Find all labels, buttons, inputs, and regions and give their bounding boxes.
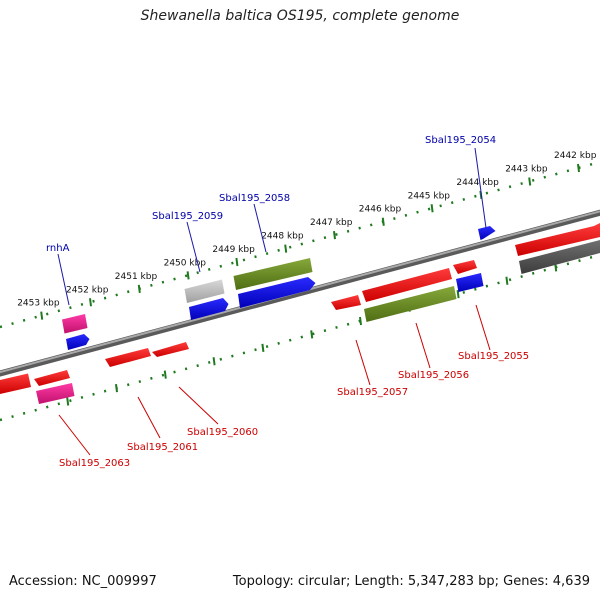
gene-labels: Sbal195_2054 Sbal195_2058 Sbal195_2059 r… xyxy=(46,135,529,469)
gene-leader-lines xyxy=(57,147,491,456)
gene-label: Sbal195_2060 xyxy=(187,427,258,438)
inner-major-tick xyxy=(456,290,460,299)
inner-major-tick xyxy=(261,343,265,352)
outer-major-tick xyxy=(137,284,141,293)
gene-features xyxy=(0,223,600,404)
gene-forward-red[interactable] xyxy=(515,223,600,256)
gene-sbal195-2059-blue[interactable] xyxy=(189,298,229,320)
inner-major-tick xyxy=(310,330,314,339)
inner-major-tick xyxy=(359,316,362,326)
gene-sbal195-2056-red[interactable] xyxy=(362,268,452,302)
gene-sbal195-2058[interactable] xyxy=(238,277,316,308)
gene-left-red[interactable] xyxy=(0,373,31,395)
gene-label: Sbal195_2054 xyxy=(425,135,496,146)
scale-tick-label: 2453 kbp xyxy=(17,299,60,309)
scale-tick-label: 2450 kbp xyxy=(164,258,207,268)
scale-tick-label: 2452 kbp xyxy=(66,285,109,295)
inner-major-tick xyxy=(66,397,70,406)
gene-label: Sbal195_2055 xyxy=(458,351,529,362)
gene-sbal195-2058-olive[interactable] xyxy=(233,258,313,290)
gene-label: Sbal195_2063 xyxy=(59,458,130,469)
gene-sbal195-2060[interactable] xyxy=(152,342,189,357)
outer-major-tick xyxy=(235,257,239,267)
gene-rnhA[interactable] xyxy=(62,314,88,334)
gene-label: Sbal195_2059 xyxy=(152,211,223,222)
outer-major-tick xyxy=(333,231,336,240)
inner-major-tick xyxy=(163,370,167,379)
gene-sbal195-2055[interactable] xyxy=(456,273,484,292)
scale-tick-label: 2446 kbp xyxy=(359,205,402,215)
genome-title: Shewanella baltica OS195, complete genom… xyxy=(140,8,460,24)
gene-sbal195-2063[interactable] xyxy=(36,383,75,404)
gene-rnhA-blue[interactable] xyxy=(66,334,90,350)
inner-major-tick xyxy=(115,383,118,393)
gene-sbal195-2061[interactable] xyxy=(105,348,151,367)
outer-major-tick xyxy=(284,244,288,253)
gene-sbal195-2063-red[interactable] xyxy=(34,370,70,386)
scale-tick-label: 2445 kbp xyxy=(408,191,451,201)
scale-tick-label: 2442 kbp xyxy=(554,151,597,161)
outer-major-tick xyxy=(89,298,92,307)
scale-tick-label: 2451 kbp xyxy=(115,272,158,282)
gene-label: Sbal195_2058 xyxy=(219,193,290,204)
inner-major-tick xyxy=(212,357,216,366)
accession-text: Accession: NC_009997 xyxy=(9,574,157,589)
scale-tick-label: 2447 kbp xyxy=(310,218,353,228)
gene-label: Sbal195_2061 xyxy=(127,442,198,453)
gene-label: rnhA xyxy=(46,243,70,254)
scale-tick-labels: 2442 kbp 2443 kbp 2444 kbp 2445 kbp 2446 kbp… xyxy=(17,151,596,309)
gene-label: Sbal195_2056 xyxy=(398,370,469,381)
outer-major-tick xyxy=(40,311,44,320)
outer-major-tick xyxy=(430,204,434,213)
gene-reverse-darkgray[interactable] xyxy=(519,240,600,274)
gene-label: Sbal195_2057 xyxy=(337,387,408,398)
outer-major-tick xyxy=(479,190,483,200)
outer-major-tick xyxy=(381,217,385,226)
inner-major-tick xyxy=(505,276,509,285)
gene-sbal195-2054[interactable] xyxy=(478,226,496,240)
gene-sbal195-2056[interactable] xyxy=(364,286,457,322)
gene-sbal195-2055-red[interactable] xyxy=(453,260,477,274)
scale-tick-label: 2443 kbp xyxy=(505,164,548,174)
outer-major-tick xyxy=(577,163,580,173)
genome-summary-text: Topology: circular; Length: 5,347,283 bp… xyxy=(232,574,590,589)
outer-major-tick xyxy=(186,271,190,280)
scale-tick-label: 2444 kbp xyxy=(456,178,499,188)
gene-sbal195-2057[interactable] xyxy=(331,295,361,310)
scale-tick-label: 2448 kbp xyxy=(261,232,304,242)
gene-sbal195-2059[interactable] xyxy=(184,279,225,304)
scale-tick-label: 2449 kbp xyxy=(212,245,255,255)
outer-major-tick xyxy=(528,177,532,186)
